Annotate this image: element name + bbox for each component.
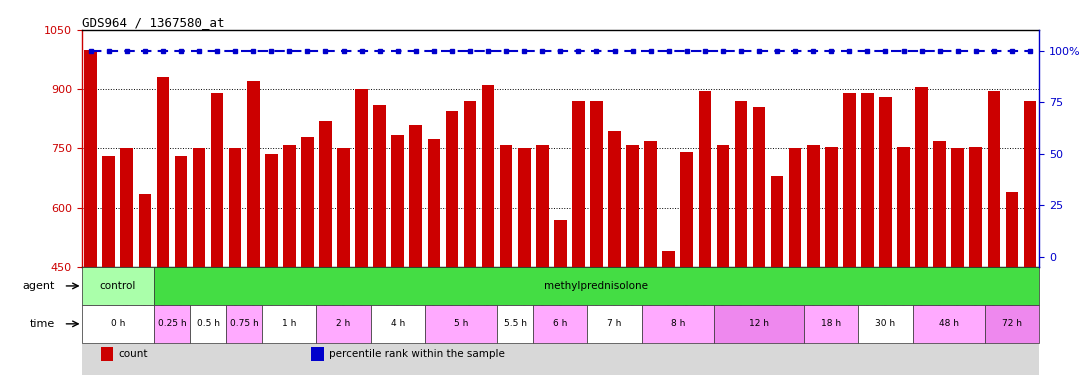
Bar bbox=[337, 148, 350, 267]
Bar bbox=[825, 147, 838, 267]
Text: 1 h: 1 h bbox=[282, 320, 297, 328]
Bar bbox=[627, 144, 639, 267]
Text: time: time bbox=[29, 319, 54, 329]
Bar bbox=[985, 305, 1039, 343]
Bar bbox=[211, 93, 223, 267]
Bar bbox=[424, 305, 497, 343]
Bar bbox=[714, 305, 804, 343]
Bar bbox=[843, 93, 855, 267]
Bar bbox=[82, 267, 153, 305]
Bar bbox=[608, 131, 621, 267]
Bar bbox=[153, 305, 190, 343]
Text: 0.25 h: 0.25 h bbox=[158, 320, 186, 328]
Bar bbox=[283, 144, 296, 267]
Bar bbox=[121, 148, 133, 267]
Text: 6 h: 6 h bbox=[553, 320, 568, 328]
Text: methylprednisolone: methylprednisolone bbox=[544, 281, 648, 291]
Bar bbox=[753, 107, 765, 267]
Bar bbox=[101, 347, 113, 361]
Text: 0 h: 0 h bbox=[111, 320, 125, 328]
Bar bbox=[590, 101, 603, 267]
Text: 0.75 h: 0.75 h bbox=[230, 320, 259, 328]
Bar bbox=[226, 305, 262, 343]
Bar bbox=[698, 91, 712, 267]
Bar bbox=[82, 305, 153, 343]
Text: percentile rank within the sample: percentile rank within the sample bbox=[329, 349, 505, 359]
Bar bbox=[789, 148, 802, 267]
Bar bbox=[102, 156, 115, 267]
Bar bbox=[356, 89, 368, 267]
Text: count: count bbox=[118, 349, 148, 359]
Bar bbox=[663, 251, 675, 267]
Bar bbox=[311, 347, 324, 361]
Bar bbox=[807, 144, 819, 267]
Bar bbox=[499, 144, 512, 267]
Bar bbox=[804, 305, 858, 343]
Bar bbox=[1024, 101, 1037, 267]
Text: 8 h: 8 h bbox=[670, 320, 685, 328]
Bar bbox=[898, 147, 910, 267]
Text: 48 h: 48 h bbox=[939, 320, 959, 328]
Text: 5 h: 5 h bbox=[454, 320, 468, 328]
Bar bbox=[497, 305, 533, 343]
Bar bbox=[301, 136, 313, 267]
Bar bbox=[428, 139, 441, 267]
Bar bbox=[193, 148, 206, 267]
Bar bbox=[463, 101, 477, 267]
Bar bbox=[409, 125, 422, 267]
Bar bbox=[770, 176, 783, 267]
Bar bbox=[969, 147, 982, 267]
Bar bbox=[319, 121, 332, 267]
Bar bbox=[913, 305, 985, 343]
Bar bbox=[1005, 192, 1018, 267]
Text: GDS964 / 1367580_at: GDS964 / 1367580_at bbox=[82, 16, 224, 29]
Bar bbox=[734, 101, 747, 267]
Bar bbox=[879, 97, 892, 267]
Bar bbox=[536, 144, 548, 267]
Bar bbox=[642, 305, 714, 343]
Text: 5.5 h: 5.5 h bbox=[504, 320, 527, 328]
Bar bbox=[228, 148, 242, 267]
Bar bbox=[988, 91, 1000, 267]
Bar bbox=[951, 148, 964, 267]
Bar bbox=[554, 220, 567, 267]
Bar bbox=[446, 111, 458, 267]
Bar bbox=[572, 101, 584, 267]
Bar bbox=[262, 305, 317, 343]
Bar bbox=[915, 87, 928, 267]
Bar bbox=[482, 85, 494, 267]
Bar bbox=[680, 153, 693, 267]
Text: 12 h: 12 h bbox=[749, 320, 769, 328]
Bar bbox=[371, 305, 424, 343]
Text: 2 h: 2 h bbox=[336, 320, 350, 328]
Text: control: control bbox=[99, 281, 136, 291]
Text: 7 h: 7 h bbox=[607, 320, 621, 328]
Bar bbox=[247, 81, 260, 267]
Text: 0.5 h: 0.5 h bbox=[197, 320, 220, 328]
Bar bbox=[317, 305, 371, 343]
Bar bbox=[265, 154, 277, 267]
Bar bbox=[644, 141, 657, 267]
Bar bbox=[717, 144, 729, 267]
Bar bbox=[157, 77, 170, 267]
Bar bbox=[934, 141, 945, 267]
Bar bbox=[392, 135, 404, 267]
Bar bbox=[373, 105, 386, 267]
Text: 4 h: 4 h bbox=[391, 320, 405, 328]
Bar bbox=[588, 305, 642, 343]
Bar bbox=[84, 50, 97, 267]
Bar bbox=[190, 305, 226, 343]
Bar bbox=[858, 305, 913, 343]
Text: agent: agent bbox=[22, 281, 54, 291]
Text: 72 h: 72 h bbox=[1002, 320, 1022, 328]
Bar bbox=[175, 156, 187, 267]
Bar bbox=[861, 93, 874, 267]
Text: 30 h: 30 h bbox=[876, 320, 895, 328]
Bar bbox=[82, 267, 1039, 375]
Text: 18 h: 18 h bbox=[821, 320, 841, 328]
Bar bbox=[518, 148, 531, 267]
Bar bbox=[533, 305, 588, 343]
Bar bbox=[138, 194, 151, 267]
